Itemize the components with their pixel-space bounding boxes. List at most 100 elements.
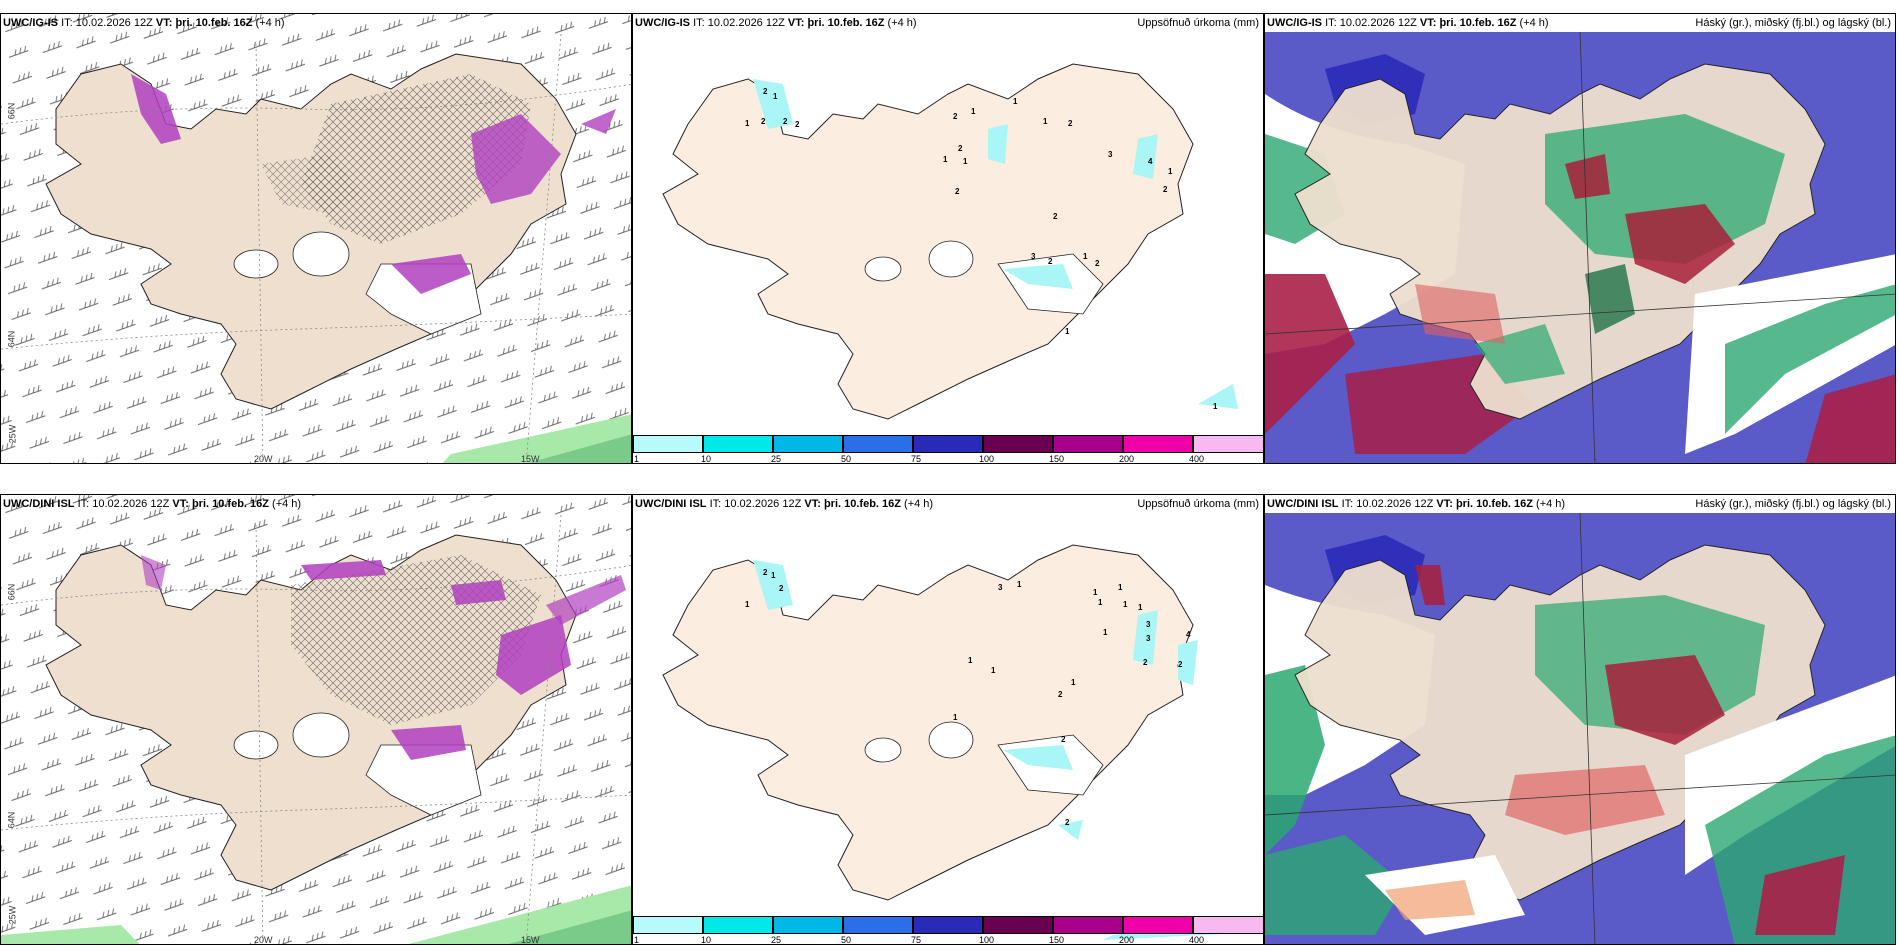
- lat-label-66: 66N: [6, 583, 17, 601]
- colorbar-swatch: [703, 435, 773, 453]
- cloud-map-panel-bottom: UWC/DINI ISL IT: 10.02.2026 12Z VT: þri.…: [1264, 494, 1896, 945]
- precip-label: 4: [1186, 630, 1191, 639]
- precip-label: 1: [1071, 678, 1076, 687]
- precip-label: 1: [1168, 167, 1173, 176]
- colorbar-swatch: [1193, 916, 1263, 934]
- precip-map-header-bottom: UWC/DINI ISL IT: 10.02.2026 12Z VT: þri.…: [635, 498, 934, 510]
- precip-label: 1: [1118, 583, 1123, 592]
- wind-map-bottom: [1, 495, 631, 944]
- colorbar-swatch: [1053, 435, 1123, 453]
- cloud-map-header-bottom: UWC/DINI ISL IT: 10.02.2026 12Z VT: þri.…: [1267, 498, 1566, 510]
- colorbar-swatch: [983, 435, 1053, 453]
- colorbar-swatch: [633, 916, 703, 934]
- cloud-map-bottom: [1265, 512, 1895, 944]
- lat-label-66: 66N: [6, 102, 17, 120]
- lon-label-25: 25W: [7, 905, 18, 925]
- cloud-map-header-top: UWC/IG-IS IT: 10.02.2026 12Z VT: þri. 10…: [1267, 17, 1549, 29]
- colorbar-tick: 150: [1049, 935, 1065, 945]
- precip-label: 2: [958, 144, 963, 153]
- precip-label: 2: [1053, 212, 1058, 221]
- precip-label: 1: [773, 92, 778, 101]
- colorbar-swatch: [983, 916, 1053, 934]
- precip-label: 1: [1013, 97, 1018, 106]
- colorbar-swatch: [633, 435, 703, 453]
- colorbar-swatch: [913, 916, 983, 934]
- precip-label: 2: [783, 117, 788, 126]
- precip-label: 2: [779, 584, 784, 593]
- colorbar-swatch: [703, 916, 773, 934]
- precip-label: 2: [1163, 185, 1168, 194]
- precip-label: 1: [1065, 327, 1070, 336]
- wind-map-header-top: UWC/IG-IS IT: 10.02.2026 12Z VT: þri. 10…: [3, 17, 285, 29]
- precip-map-header-top: UWC/IG-IS IT: 10.02.2026 12Z VT: þri. 10…: [635, 17, 917, 29]
- precip-label: 1: [1017, 580, 1022, 589]
- colorbar-swatch: [1193, 435, 1263, 453]
- precip-colorbar-top: 1 10 25 50 75 100 150 200 400: [633, 435, 1263, 463]
- colorbar-tick: 400: [1189, 454, 1205, 464]
- iceland-landmass: [662, 63, 1194, 420]
- precip-label: 2: [1061, 735, 1066, 744]
- colorbar-tick: 25: [771, 454, 782, 464]
- colorbar-swatch: [1123, 435, 1193, 453]
- colorbar-swatch: [773, 916, 843, 934]
- precip-label: 1: [953, 713, 958, 722]
- precip-label: 1: [1093, 588, 1098, 597]
- precip-label: 1: [963, 157, 968, 166]
- precip-label: 1: [968, 656, 973, 665]
- precip-label: 2: [1068, 119, 1073, 128]
- colorbar-tick: 75: [911, 454, 922, 464]
- lon-label-20: 20W: [254, 454, 273, 464]
- precip-label: 2: [795, 120, 800, 129]
- precip-value-labels: 2 1 1 2 3 1 1 1 1 1 1 3 3 4 2 2 1 1 1 2 …: [745, 568, 1191, 827]
- colorbar-tick: 25: [771, 935, 782, 945]
- precip-label: 1: [1098, 598, 1103, 607]
- precip-label: 4: [1148, 157, 1153, 166]
- colorbar-tick: 1: [634, 935, 640, 945]
- colorbar-swatch: [1053, 916, 1123, 934]
- precip-label: 1: [1123, 600, 1128, 609]
- precip-label: 1: [1103, 628, 1108, 637]
- precip-label: 2: [763, 87, 768, 96]
- precip-label: 2: [763, 568, 768, 577]
- precip-map-top: 2 1 1 2 2 2 2 1 2 2 1 1 1 1 2 3 4 1 2 2 …: [662, 63, 1238, 420]
- colorbar-tick: 400: [1189, 935, 1205, 945]
- precip-value-labels: 2 1 1 2 2 2 2 1 2 2 1 1 1 1 2 3 4 1 2 2 …: [745, 87, 1218, 411]
- precip-label: 1: [745, 600, 750, 609]
- wind-map-panel-top: UWC/IG-IS IT: 10.02.2026 12Z VT: þri. 10…: [0, 13, 632, 464]
- precip-label: 1: [991, 666, 996, 675]
- precip-label: 1: [771, 571, 776, 580]
- precip-label: 1: [1138, 603, 1143, 612]
- wind-map-panel-bottom: UWC/DINI ISL IT: 10.02.2026 12Z VT: þri.…: [0, 494, 632, 945]
- precip-map-bottom: 2 1 1 2 3 1 1 1 1 1 1 3 3 4 2 2 1 1 1 2 …: [662, 544, 1263, 940]
- precip-colorbar-bottom: 1 10 25 50 75 100 150 200 400: [633, 916, 1263, 944]
- precip-label: 2: [1058, 690, 1063, 699]
- lon-label-15: 15W: [521, 935, 540, 945]
- colorbar-swatch: [843, 435, 913, 453]
- lat-label-64: 64N: [6, 330, 17, 348]
- precip-label: 1: [1083, 252, 1088, 261]
- wind-map-header-bottom: UWC/DINI ISL IT: 10.02.2026 12Z VT: þri.…: [3, 498, 302, 510]
- precip-label: 3: [1146, 634, 1151, 643]
- colorbar-tick: 200: [1119, 454, 1135, 464]
- precip-label: 2: [1048, 257, 1053, 266]
- cloud-map-top: [1265, 31, 1895, 463]
- precip-label: 1: [745, 119, 750, 128]
- precip-label: 2: [761, 117, 766, 126]
- lon-label-25: 25W: [7, 424, 18, 444]
- precip-map-title-top: Uppsöfnuð úrkoma (mm): [1137, 17, 1259, 29]
- precip-label: 2: [1065, 818, 1070, 827]
- precip-label: 1: [1043, 117, 1048, 126]
- colorbar-tick: 200: [1119, 935, 1135, 945]
- colorbar-swatch: [843, 916, 913, 934]
- precip-map-title-bottom: Uppsöfnuð úrkoma (mm): [1137, 498, 1259, 510]
- colorbar-tick: 10: [701, 935, 712, 945]
- colorbar-swatch: [773, 435, 843, 453]
- cloud-map-title-top: Háský (gr.), miðský (fj.bl.) og lágský (…: [1695, 17, 1891, 29]
- colorbar-swatch: [1123, 916, 1193, 934]
- cloud-map-panel-top: UWC/IG-IS IT: 10.02.2026 12Z VT: þri. 10…: [1264, 13, 1896, 464]
- colorbar-tick: 1: [634, 454, 640, 464]
- colorbar-tick: 75: [911, 935, 922, 945]
- colorbar-tick: 10: [701, 454, 712, 464]
- precip-label: 1: [943, 155, 948, 164]
- colorbar-tick: 100: [979, 935, 995, 945]
